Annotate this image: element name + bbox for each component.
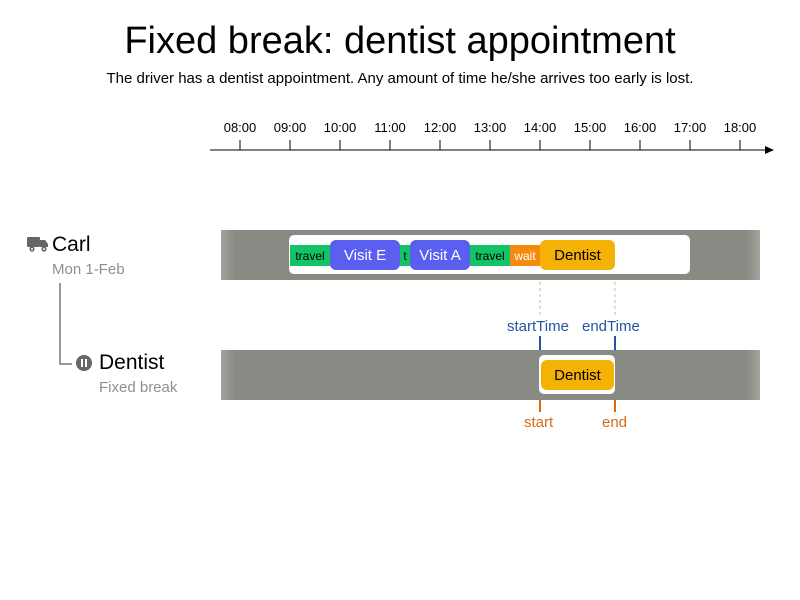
truck-icon <box>27 237 48 252</box>
vehicle-date: Mon 1-Feb <box>52 261 125 278</box>
hierarchy-connector <box>59 283 72 365</box>
time-axis-arrow <box>765 146 774 154</box>
visit-a-block[interactable]: Visit A <box>410 240 470 270</box>
break-name: Dentist <box>99 351 165 374</box>
tick-label: 13:00 <box>473 120 507 135</box>
tick-marks <box>239 140 741 150</box>
tick-label: 11:00 <box>374 120 406 135</box>
vehicle-name: Carl <box>52 233 91 256</box>
tick-label: 08:00 <box>223 120 257 135</box>
dentist-fixed-block[interactable]: Dentist <box>541 360 614 390</box>
page-title: Fixed break: dentist appointment <box>124 20 676 62</box>
tick-label: 16:00 <box>623 120 657 135</box>
end-label: end <box>602 414 628 431</box>
dentist-break-block[interactable]: Dentist <box>540 240 615 270</box>
travel-segment[interactable]: travel <box>290 245 330 266</box>
tick-label: 15:00 <box>573 120 607 135</box>
tick-label: 18:00 <box>723 120 757 135</box>
start-label: start <box>524 414 554 431</box>
tick-label: 17:00 <box>673 120 707 135</box>
travel-segment[interactable]: travel <box>470 245 510 266</box>
break-subtitle: Fixed break <box>99 379 178 396</box>
tick-label: 09:00 <box>273 120 307 135</box>
wait-segment[interactable]: wait <box>510 245 540 266</box>
tick-label: 14:00 <box>523 120 557 135</box>
tick-label: 12:00 <box>423 120 457 135</box>
break-lane <box>221 350 760 400</box>
travel-segment-short[interactable]: t <box>400 245 410 266</box>
pause-icon <box>76 355 92 371</box>
page-subtitle: The driver has a dentist appointment. An… <box>106 70 694 87</box>
end-time-label: endTime <box>582 318 640 335</box>
start-time-label: startTime <box>507 318 569 335</box>
visit-e-block[interactable]: Visit E <box>330 240 400 270</box>
tick-label: 10:00 <box>323 120 357 135</box>
